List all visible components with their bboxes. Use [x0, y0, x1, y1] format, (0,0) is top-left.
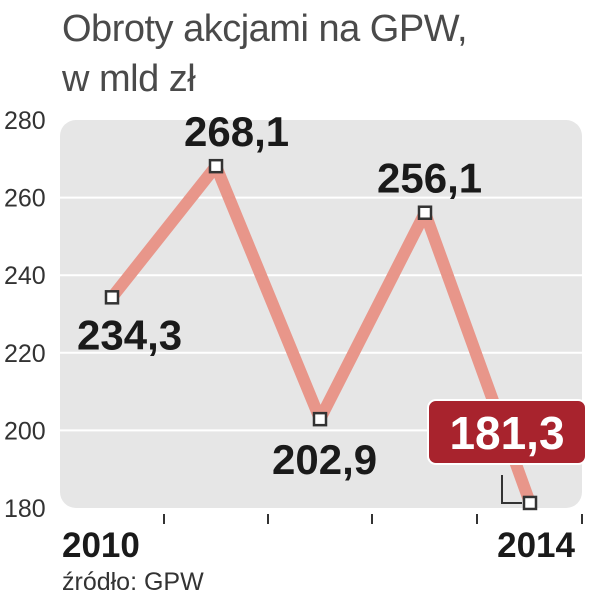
highlight-box	[427, 399, 587, 465]
data-point	[104, 290, 120, 305]
data-point	[417, 205, 433, 220]
data-label: 256,1	[377, 155, 482, 202]
x-tick-label: 2014	[497, 526, 575, 565]
title-line-2: w mld zł	[62, 58, 196, 100]
data-markers	[104, 158, 538, 511]
x-axis-ticks: 2010 2014	[62, 514, 583, 565]
data-point	[522, 495, 538, 511]
y-tick-label: 260	[4, 185, 46, 213]
y-tick-label: 200	[4, 417, 46, 445]
data-label: 234,3	[77, 311, 182, 358]
y-tick-label: 240	[4, 262, 46, 290]
y-tick-label: 280	[4, 107, 46, 135]
data-point	[208, 158, 224, 174]
data-label-highlight: 181,3	[449, 407, 564, 459]
title-line-1: Obroty akcjami na GPW,	[62, 8, 468, 50]
data-label: 268,1	[184, 108, 289, 155]
data-label: 202,9	[272, 436, 377, 483]
y-tick-label: 180	[4, 495, 46, 523]
y-axis-ticks: 180 200 220 240 260 280	[4, 107, 46, 523]
data-point	[312, 411, 328, 427]
data-labels: 234,3 268,1 202,9 256,1 181,3	[77, 108, 587, 504]
source-note: źródło: GPW	[62, 568, 204, 596]
x-tick-label: 2010	[62, 526, 140, 565]
highlight-connector	[501, 474, 522, 504]
chart-title: Obroty akcjami na GPW, w mld zł	[62, 4, 468, 104]
y-tick-label: 220	[4, 340, 46, 368]
